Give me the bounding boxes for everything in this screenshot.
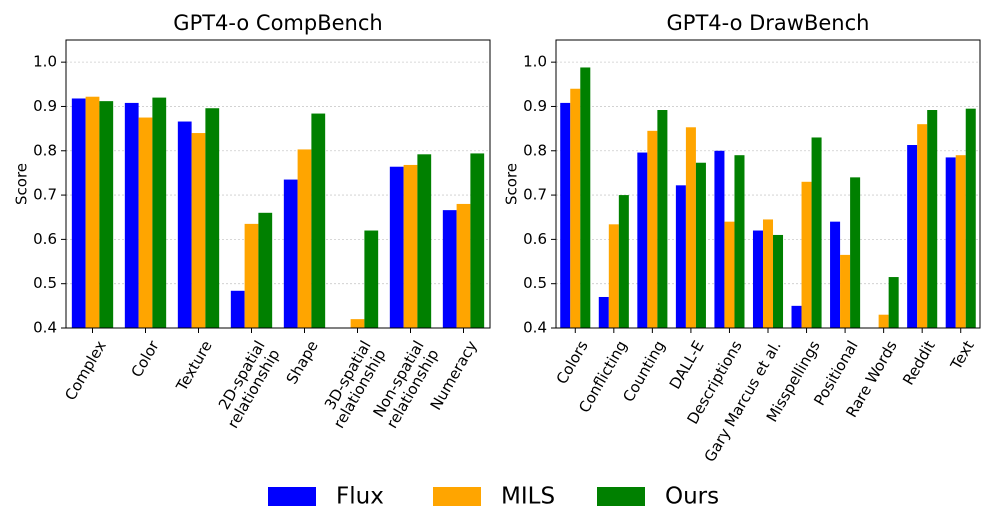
axes-frame (555, 39, 981, 329)
axes-frame (65, 39, 491, 329)
y-tick-label: 0.7 (33, 186, 57, 204)
bar (714, 150, 725, 328)
bar (470, 153, 485, 328)
bar (791, 305, 802, 328)
bar (456, 203, 471, 328)
y-tick-label: 0.4 (523, 319, 547, 337)
bar (124, 102, 139, 328)
y-tick-label: 0.4 (33, 319, 57, 337)
bar (917, 124, 928, 328)
bar (878, 314, 889, 328)
y-tick-label: 1.0 (523, 53, 547, 71)
bar (618, 195, 629, 328)
bar (350, 319, 365, 328)
y-tick-label: 0.6 (523, 230, 547, 248)
bar (965, 108, 976, 328)
legend-swatch (433, 487, 481, 506)
bar (685, 127, 696, 328)
bar (850, 177, 861, 328)
bar (888, 277, 899, 328)
bar (311, 113, 326, 328)
bar (637, 152, 648, 328)
bar (337, 328, 351, 332)
chart-title: GPT4-o DrawBench (667, 11, 870, 35)
bar (244, 223, 259, 328)
bar (840, 254, 851, 328)
bar (177, 121, 192, 328)
bar (647, 130, 658, 328)
bar (811, 137, 822, 328)
bar (138, 117, 153, 328)
bar (675, 185, 686, 328)
bar (734, 155, 745, 328)
y-tick-label: 1.0 (33, 53, 57, 71)
bar (283, 179, 298, 328)
bar (442, 210, 457, 328)
bar (955, 155, 966, 328)
legend-swatch (268, 487, 316, 506)
y-tick-label: 0.8 (523, 141, 547, 159)
y-axis-label: Score (13, 163, 31, 205)
y-tick-label: 0.5 (523, 274, 547, 292)
bar (152, 97, 167, 328)
bar (191, 133, 206, 328)
bar (570, 88, 581, 328)
y-tick-label: 0.8 (33, 141, 57, 159)
bar (258, 212, 273, 328)
bar (71, 98, 86, 328)
bar (297, 149, 312, 328)
bar (230, 290, 245, 328)
bar (945, 157, 956, 328)
y-tick-label: 0.9 (33, 97, 57, 115)
y-tick-label: 0.5 (33, 274, 57, 292)
bar (99, 101, 114, 328)
bar (598, 296, 609, 328)
legend-label: MILS (501, 484, 555, 510)
bar (724, 221, 735, 328)
bar (608, 224, 619, 328)
bar (773, 234, 784, 328)
bar (560, 102, 571, 328)
bar (695, 162, 706, 328)
bar (657, 110, 668, 328)
bar (417, 154, 432, 328)
bar (580, 67, 591, 328)
legend-swatch (597, 487, 645, 506)
legend-label: Ours (665, 484, 719, 510)
bar (364, 230, 379, 328)
y-tick-label: 0.9 (523, 97, 547, 115)
bars (560, 67, 976, 332)
bar (752, 230, 763, 328)
chart-title: GPT4-o CompBench (173, 11, 382, 35)
y-tick-label: 0.6 (33, 230, 57, 248)
bar (830, 221, 841, 328)
legend-label: Flux (336, 484, 384, 510)
y-tick-label: 0.7 (523, 186, 547, 204)
bar (205, 108, 220, 328)
bar (801, 181, 812, 328)
y-axis-label: Score (503, 163, 521, 205)
bar (907, 145, 918, 328)
bar (869, 328, 879, 332)
bar (927, 110, 938, 328)
bar (403, 164, 418, 328)
bar (85, 96, 100, 328)
bar (762, 219, 774, 328)
bars (71, 96, 485, 332)
bar (389, 166, 404, 328)
